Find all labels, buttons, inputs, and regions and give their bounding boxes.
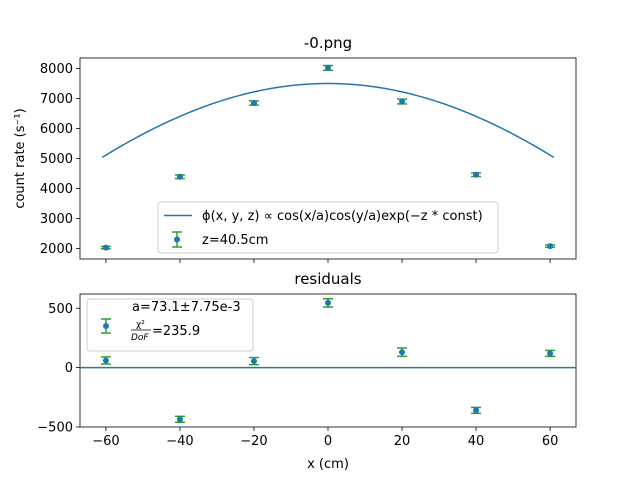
- residuals-plot: residuals −60 −40 −20 0 20 40 60 −500 0 500 x (cm…: [37, 270, 577, 472]
- data-marker: [250, 358, 257, 365]
- residual-point: [248, 356, 259, 366]
- residuals-plot-points: [100, 298, 556, 423]
- main-plot-point: [323, 64, 333, 72]
- main-plot-legend: ϕ(x, y, z) ∝ cos(x/a)cos(y/a)exp(−z * co…: [157, 201, 499, 254]
- residual-point: [100, 356, 111, 365]
- data-marker: [325, 64, 331, 71]
- main-plot-y-axis-label: count rate (s⁻¹): [13, 108, 28, 208]
- main-plot-points: [100, 64, 556, 251]
- main-plot-legend-box: [157, 201, 499, 254]
- residuals-x-tick-label: 20: [394, 434, 411, 449]
- data-marker: [250, 100, 257, 106]
- residuals-legend-marker: [101, 318, 111, 334]
- residuals-plot-title: residuals: [294, 270, 361, 288]
- legend-fit-label: ϕ(x, y, z) ∝ cos(x/a)cos(y/a)exp(−z * co…: [202, 209, 483, 224]
- residuals-x-tick-label: −20: [240, 434, 267, 449]
- data-marker: [325, 299, 331, 306]
- data-marker: [102, 244, 109, 251]
- residuals-legend-chi-value: =235.9: [152, 324, 200, 339]
- data-marker: [102, 357, 109, 364]
- main-plot-point: [471, 171, 482, 178]
- main-plot-point: [545, 243, 556, 250]
- data-marker: [473, 171, 480, 178]
- main-plot-point: [100, 244, 111, 251]
- data-marker: [176, 173, 183, 180]
- main-plot-point: [248, 100, 259, 106]
- data-marker: [547, 350, 554, 357]
- residual-point: [323, 298, 333, 308]
- residuals-plot-x-axis-label: x (cm): [307, 457, 349, 472]
- fit-curve: [101, 82, 555, 159]
- residuals-legend: a=73.1±7.75e-3 χ² DoF =235.9: [86, 298, 254, 352]
- residuals-x-tick-label: 60: [542, 434, 559, 449]
- residuals-x-tick-label: 40: [468, 434, 485, 449]
- residual-point: [174, 415, 185, 423]
- main-plot: -0.png 2000 3000 4000 5000 6000 7000 8000 coun…: [13, 34, 577, 263]
- main-plot-y-tick-label: 4000: [40, 182, 73, 197]
- residual-point: [471, 406, 482, 415]
- residuals-x-tick-label: −40: [166, 434, 193, 449]
- data-marker: [547, 243, 554, 250]
- main-plot-y-tick-label: 3000: [40, 212, 73, 227]
- main-plot-y-tick-label: 2000: [40, 242, 73, 257]
- main-plot-ticks: 2000 3000 4000 5000 6000 7000 8000: [40, 62, 551, 263]
- residual-point: [545, 349, 556, 358]
- residual-point: [397, 347, 408, 358]
- main-plot-point: [397, 98, 408, 105]
- main-plot-y-tick-label: 8000: [40, 62, 73, 77]
- legend-points-label: z=40.5cm: [202, 233, 268, 248]
- legend-points-marker: [172, 231, 182, 248]
- main-plot-title: -0.png: [304, 34, 352, 52]
- residuals-x-tick-label: 0: [324, 434, 332, 449]
- data-marker: [399, 98, 406, 105]
- residuals-legend-fit-param: a=73.1±7.75e-3: [132, 300, 241, 315]
- data-marker: [399, 349, 406, 356]
- residuals-legend-box: [86, 298, 254, 352]
- residuals-y-tick-label: −500: [37, 421, 73, 436]
- residuals-x-tick-label: −60: [92, 434, 119, 449]
- legend-points-swatch: [172, 231, 182, 248]
- data-marker: [176, 416, 183, 423]
- data-marker: [174, 236, 180, 243]
- residuals-y-tick-label: 0: [65, 361, 73, 376]
- main-plot-y-tick-label: 5000: [40, 152, 73, 167]
- residuals-y-tick-label: 500: [48, 302, 73, 317]
- residuals-legend-chi-numerator: χ²: [136, 320, 145, 330]
- data-marker: [473, 407, 480, 414]
- residuals-legend-dof-denominator: DoF: [131, 333, 149, 343]
- main-plot-y-tick-label: 6000: [40, 122, 73, 137]
- main-plot-point: [174, 173, 185, 180]
- data-marker: [103, 323, 109, 329]
- residuals-legend-swatch: [101, 318, 111, 334]
- residuals-plot-ticks: −60 −40 −20 0 20 40 60 −500 0 500: [37, 302, 558, 449]
- main-plot-y-tick-label: 7000: [40, 92, 73, 107]
